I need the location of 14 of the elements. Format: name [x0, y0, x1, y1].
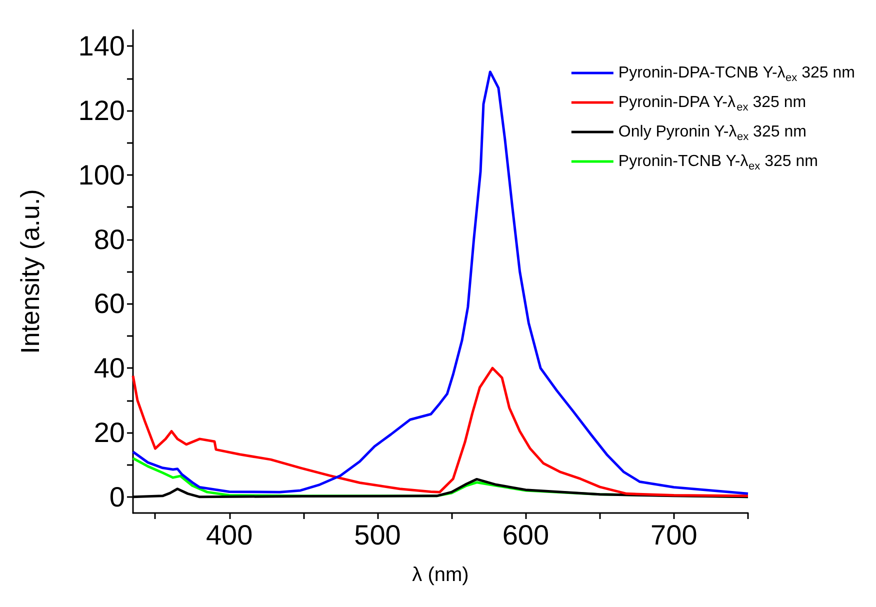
x-tick-label: 700 — [650, 520, 698, 550]
y-tick-label: 140 — [78, 30, 125, 62]
y-axis-title: Intensity (a.u.) — [15, 189, 45, 354]
x-tick-label: 400 — [206, 520, 253, 550]
y-tick-label: 60 — [94, 288, 125, 320]
y-tick-label: 80 — [94, 224, 125, 255]
x-tick-label: 500 — [354, 520, 401, 550]
x-axis-title: λ (nm) — [412, 564, 469, 586]
y-tick-label: 0 — [109, 481, 125, 512]
y-tick-label: 40 — [94, 352, 125, 384]
y-tick-label: 100 — [78, 159, 125, 190]
y-tick-label: 120 — [78, 95, 125, 126]
x-tick-label: 600 — [502, 520, 550, 550]
y-tick-label: 20 — [94, 417, 125, 448]
